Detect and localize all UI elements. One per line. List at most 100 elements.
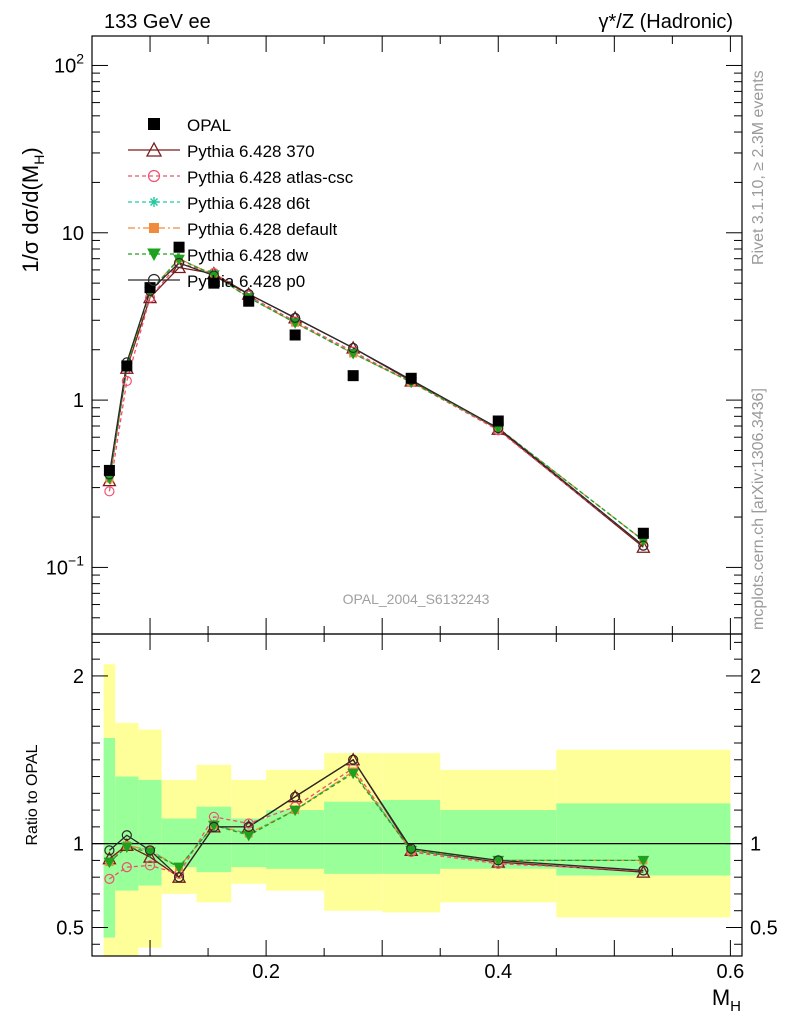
main-y-tick-label: 102 bbox=[54, 50, 84, 77]
data-point-opal bbox=[492, 415, 504, 427]
ratio-point-p0 bbox=[121, 830, 132, 841]
x-axis-label: MH bbox=[712, 985, 741, 1015]
main-y-tick-label-base: 10 bbox=[46, 557, 68, 579]
ratio-band-inner bbox=[266, 810, 325, 869]
main-data-points bbox=[103, 241, 649, 539]
ratio-point-atlas bbox=[243, 818, 254, 829]
header-right-label: γ*/Z (Hadronic) bbox=[599, 11, 733, 33]
ratio-point-p0 bbox=[144, 845, 156, 856]
legend-marker-dw bbox=[147, 248, 161, 262]
ratio-axis-ticks bbox=[91, 634, 742, 956]
ratio-y-tick-label-right: 0.5 bbox=[750, 917, 778, 939]
main-point-p0 bbox=[638, 540, 649, 551]
main-line-p0 bbox=[108, 262, 644, 547]
ratio-band-inner bbox=[231, 818, 267, 868]
data-point-opal bbox=[121, 360, 133, 372]
ratio-point-p0 bbox=[243, 821, 254, 832]
ratio-point-p0 bbox=[208, 821, 219, 832]
ratio-series-markers bbox=[102, 752, 651, 884]
main-y-axis-label-end: ) bbox=[18, 147, 43, 154]
data-point-opal bbox=[405, 372, 417, 384]
ratio-point-p0 bbox=[104, 845, 115, 856]
legend-marker-opal bbox=[148, 118, 160, 130]
main-y-tick-label-base: 1 bbox=[73, 390, 84, 412]
ratio-point-p0 bbox=[493, 855, 504, 866]
data-point-opal bbox=[144, 282, 156, 294]
legend-label-p370: Pythia 6.428 370 bbox=[187, 142, 315, 161]
ratio-point-dw bbox=[347, 768, 360, 780]
ratio-uncertainty-bands bbox=[103, 664, 731, 956]
ratio-band-inner bbox=[324, 801, 383, 874]
main-point-dw bbox=[289, 318, 301, 329]
ratio-line-p0 bbox=[108, 758, 644, 879]
ratio-band-inner bbox=[382, 800, 441, 874]
ratio-y-tick-labels: 2 2 1 1 0.5 0.5 bbox=[56, 666, 778, 940]
ratio-y-tick-label-right: 2 bbox=[750, 666, 761, 688]
ratio-y-tick-label-left: 1 bbox=[73, 834, 84, 856]
x-axis-label-main: M bbox=[712, 985, 730, 1010]
main-y-tick-label-exponent: 2 bbox=[76, 50, 84, 66]
ratio-y-axis-label: Ratio to OPAL bbox=[24, 744, 41, 845]
main-line-default bbox=[108, 257, 644, 541]
main-y-axis-label: 1/σ dσ/d(MH) bbox=[18, 147, 47, 272]
mcplots-info-text: mcplots.cern.ch [arXiv:1306.3436] bbox=[750, 388, 767, 630]
main-point-p0 bbox=[348, 342, 359, 354]
main-y-tick-label-base: 10 bbox=[54, 55, 76, 77]
ratio-point-dw bbox=[637, 855, 650, 867]
ratio-plot-panel: 2 2 1 1 0.5 0.5 0.2 0.4 0.6 Ratio to OPAL MH bbox=[24, 633, 778, 1015]
x-tick-label: 0.4 bbox=[484, 961, 512, 983]
main-series-lines bbox=[108, 257, 644, 548]
data-point-opal bbox=[173, 241, 185, 253]
ratio-line-atlas bbox=[109, 767, 644, 880]
main-point-p0 bbox=[290, 312, 301, 323]
main-y-tick-label: 10−1 bbox=[46, 552, 84, 579]
ratio-band-inner bbox=[161, 818, 197, 868]
legend-marker-d6t bbox=[149, 197, 159, 207]
legend-marker-p370 bbox=[145, 141, 163, 157]
ratio-point-dw bbox=[103, 857, 116, 869]
main-point-p0 bbox=[173, 257, 185, 269]
data-point-opal bbox=[103, 464, 115, 476]
ratio-point-p0 bbox=[406, 843, 417, 854]
main-point-dw bbox=[173, 254, 185, 266]
ratio-point-dw bbox=[405, 845, 418, 857]
data-point-opal bbox=[289, 329, 301, 341]
ratio-band-inner bbox=[103, 737, 116, 938]
legend-marker-default bbox=[149, 223, 159, 233]
legend-marker-atlas bbox=[147, 169, 161, 183]
legend-label-dw: Pythia 6.428 dw bbox=[187, 246, 309, 265]
x-tick-label: 0.6 bbox=[716, 961, 744, 983]
ratio-point-p0 bbox=[173, 872, 185, 883]
main-line-p370 bbox=[108, 266, 644, 548]
ratio-point-atlas bbox=[104, 873, 115, 884]
rivet-info-text: Rivet 3.1.10, ≥ 2.3M events bbox=[750, 70, 767, 265]
ratio-point-dw bbox=[120, 842, 133, 854]
data-point-opal bbox=[347, 370, 359, 382]
ratio-point-dw bbox=[289, 805, 301, 817]
main-point-p370 bbox=[636, 539, 651, 553]
main-line-atlas bbox=[108, 262, 644, 547]
x-tick-labels: 0.2 0.4 0.6 bbox=[252, 961, 744, 983]
ratio-point-p370 bbox=[636, 864, 651, 878]
ratio-band-inner bbox=[115, 776, 139, 891]
data-point-opal bbox=[208, 277, 220, 289]
ratio-point-atlas bbox=[121, 862, 132, 873]
x-tick-label: 0.2 bbox=[252, 961, 280, 983]
main-y-tick-label: 10 bbox=[62, 223, 84, 245]
header-left-label: 133 GeV ee bbox=[104, 11, 211, 33]
main-point-atlas bbox=[104, 486, 115, 497]
legend-label-opal: OPAL bbox=[187, 116, 231, 135]
ratio-point-dw bbox=[173, 862, 185, 874]
legend-label-default: Pythia 6.428 default bbox=[187, 220, 338, 239]
ratio-y-tick-label-left: 2 bbox=[73, 666, 84, 688]
legend-label-d6t: Pythia 6.428 d6t bbox=[187, 194, 310, 213]
main-line-dw bbox=[108, 258, 644, 541]
data-point-opal bbox=[243, 295, 255, 307]
ratio-y-tick-label-left: 0.5 bbox=[56, 917, 84, 939]
ratio-point-p0 bbox=[348, 754, 359, 765]
data-point-opal bbox=[637, 527, 649, 539]
main-line-d6t bbox=[108, 257, 644, 541]
